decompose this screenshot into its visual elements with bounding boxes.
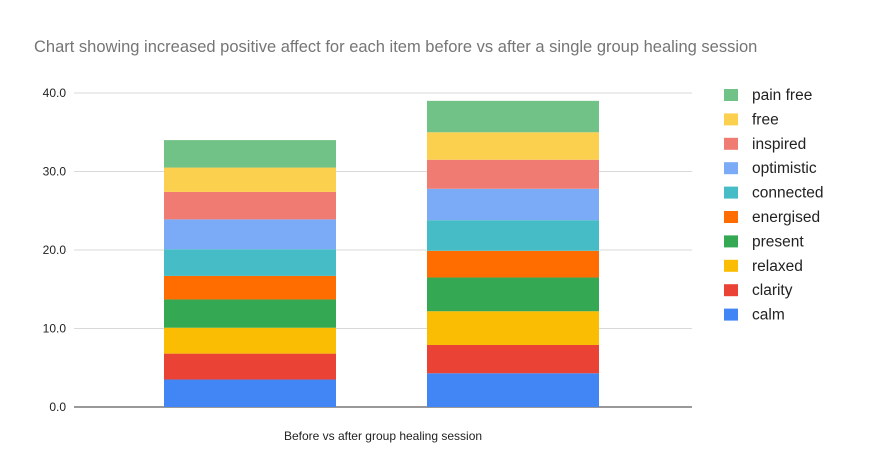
legend-label: free [752, 111, 779, 128]
bar-segment-relaxed [164, 327, 336, 354]
legend-swatch [724, 113, 738, 126]
bar-segment-inspired [164, 191, 336, 220]
y-tick-label: 30.0 [43, 165, 67, 179]
legend-label: calm [752, 307, 785, 324]
bar-segment-optimistic [164, 219, 336, 250]
bar-segment-connected [427, 220, 599, 251]
legend-label: optimistic [752, 160, 817, 177]
bar-segment-connected [164, 249, 336, 276]
y-tick-label: 20.0 [43, 243, 67, 257]
legend-swatch [724, 259, 738, 272]
y-tick-label: 40.0 [43, 86, 67, 100]
bar-segment-present [427, 277, 599, 312]
legend-label: inspired [752, 136, 806, 153]
legend-swatch [724, 235, 738, 248]
bar-segment-energised [164, 275, 336, 300]
legend-swatch [724, 162, 738, 175]
legend-label: relaxed [752, 258, 803, 275]
legend-label: clarity [752, 282, 793, 299]
bar-segment-clarity [164, 353, 336, 380]
y-tick-label: 10.0 [43, 322, 67, 336]
bar-segment-present [164, 299, 336, 328]
legend: pain free free inspired optimistic connected… [724, 87, 824, 324]
legend-label: connected [752, 185, 824, 202]
legend-label: energised [752, 209, 820, 226]
bar-segment-relaxed [427, 311, 599, 345]
y-tick-label: 0.0 [49, 400, 66, 414]
legend-swatch [724, 137, 738, 150]
legend-swatch [724, 211, 738, 223]
bar-segment-calm [164, 379, 336, 407]
legend-swatch [724, 308, 738, 321]
legend-label: pain free [752, 87, 812, 104]
bar-segment-calm [427, 373, 599, 407]
y-axis: 0.0 10.0 20.0 30.0 40.0 [43, 86, 67, 414]
x-axis-title: Before vs after group healing session [284, 429, 482, 443]
bar-segment-clarity [427, 344, 599, 374]
bars [164, 100, 599, 407]
legend-label: present [752, 233, 804, 250]
bar-segment-pain-free [427, 100, 599, 133]
bar-segment-optimistic [427, 188, 599, 221]
bar-segment-energised [427, 250, 599, 278]
bar-segment-pain-free [164, 140, 336, 168]
legend-swatch [724, 186, 738, 199]
legend-swatch [724, 284, 738, 297]
bar-segment-free [164, 167, 336, 192]
chart-title: Chart showing increased positive affect … [34, 38, 758, 56]
legend-swatch [724, 89, 738, 101]
bar-segment-inspired [427, 159, 599, 189]
bar-segment-free [427, 132, 599, 160]
